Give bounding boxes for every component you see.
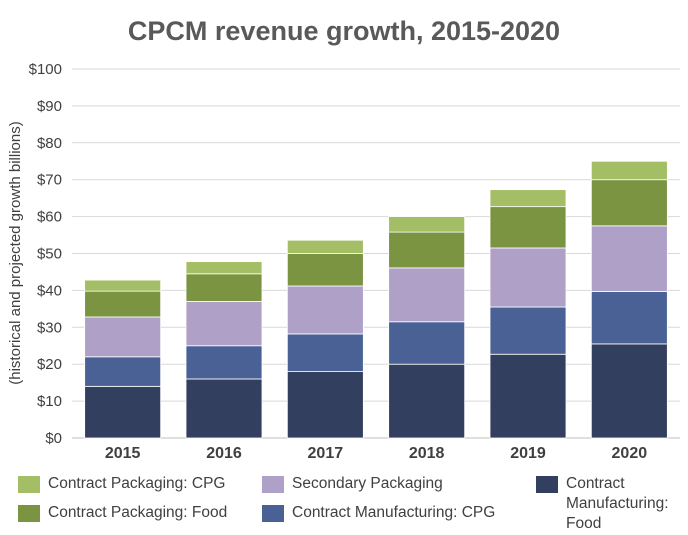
bar-segment bbox=[388, 363, 466, 439]
bar-segment bbox=[286, 253, 364, 287]
y-tick-label: $80 bbox=[37, 135, 62, 152]
x-tick-label: 2019 bbox=[510, 445, 546, 462]
bar-segment bbox=[286, 239, 364, 254]
legend-swatch bbox=[18, 476, 40, 493]
y-tick-label: $40 bbox=[37, 282, 62, 299]
legend-item: Secondary Packaging bbox=[262, 474, 502, 494]
bar-segment bbox=[286, 333, 364, 372]
y-tick-label: $50 bbox=[37, 246, 62, 263]
y-tick-label: $20 bbox=[37, 356, 62, 373]
y-tick-label: $60 bbox=[37, 209, 62, 226]
y-tick-label: $10 bbox=[37, 393, 62, 410]
legend-label: Secondary Packaging bbox=[292, 475, 443, 492]
bar-segment bbox=[489, 189, 567, 208]
chart-title: CPCM revenue growth, 2015-2020 bbox=[127, 16, 561, 46]
bar-segment bbox=[489, 247, 567, 308]
y-tick-label: $70 bbox=[37, 172, 62, 189]
x-tick-label: 2016 bbox=[206, 445, 242, 462]
legend-label: Contract Packaging: CPG bbox=[48, 475, 226, 492]
y-tick-label: $90 bbox=[37, 98, 62, 115]
bar-segment bbox=[590, 179, 668, 227]
bar-segment bbox=[590, 291, 668, 345]
bar-segment bbox=[84, 385, 162, 439]
legend-swatch bbox=[536, 476, 558, 493]
bar-segment bbox=[84, 290, 162, 318]
bar-segment bbox=[388, 267, 466, 323]
bar-segment bbox=[84, 279, 162, 292]
legend-label: Contract Packaging: Food bbox=[48, 504, 228, 521]
bar-segment bbox=[590, 160, 668, 181]
bar-segment bbox=[590, 225, 668, 292]
bar-segment bbox=[84, 356, 162, 387]
y-tick-label: $100 bbox=[29, 61, 62, 78]
legend-swatch bbox=[18, 505, 40, 522]
x-tick-label: 2020 bbox=[612, 445, 648, 462]
bar-segment bbox=[185, 378, 263, 439]
x-tick-label: 2015 bbox=[105, 445, 141, 462]
bar-segment bbox=[489, 206, 567, 249]
bar-segment bbox=[286, 285, 364, 335]
bar-segment bbox=[84, 316, 162, 358]
bar-segment bbox=[388, 321, 466, 365]
x-tick-label: 2018 bbox=[409, 445, 445, 462]
bar-segment bbox=[185, 261, 263, 275]
bar-segment bbox=[185, 345, 263, 380]
x-tick-label: 2017 bbox=[308, 445, 344, 462]
legend-label: Contract Manufacturing: CPG bbox=[292, 504, 496, 521]
y-tick-label: $0 bbox=[45, 430, 62, 447]
legend-swatch bbox=[262, 476, 284, 493]
legend-item: Contract Manufacturing: CPG bbox=[262, 503, 502, 523]
bar-segment bbox=[489, 306, 567, 355]
legend-swatch bbox=[262, 505, 284, 522]
bar-segment bbox=[185, 273, 263, 302]
bar-segment bbox=[590, 343, 668, 439]
bar-segment bbox=[388, 216, 466, 233]
y-tick-label: $30 bbox=[37, 319, 62, 336]
bar-segment bbox=[388, 231, 466, 269]
legend-item: Contract Packaging: Food bbox=[18, 503, 248, 523]
legend-item: Contract Manufacturing: Food bbox=[536, 474, 684, 534]
legend-item: Contract Packaging: CPG bbox=[18, 474, 248, 494]
y-axis-label: (historical and projected growth billion… bbox=[7, 121, 24, 384]
bar-segment bbox=[286, 371, 364, 439]
bar-segment bbox=[489, 353, 567, 439]
legend-label: Contract Manufacturing: Food bbox=[566, 475, 669, 532]
bar-segment bbox=[185, 301, 263, 347]
